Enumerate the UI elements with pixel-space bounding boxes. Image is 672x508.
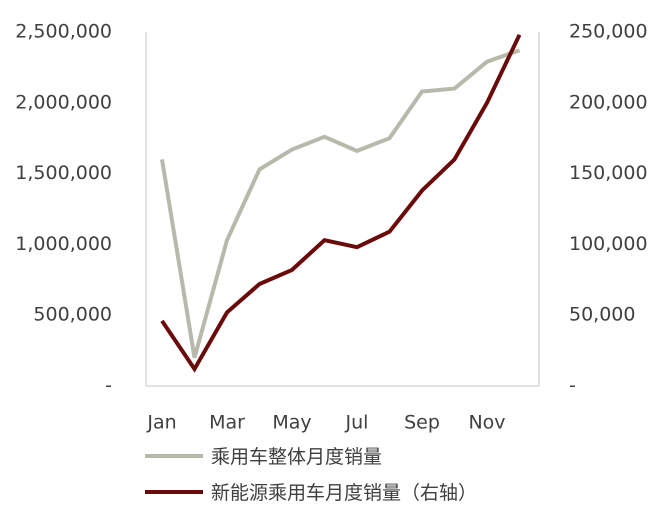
right-tick-label: - bbox=[569, 375, 576, 397]
legend-label-total: 乘用车整体月度销量 bbox=[211, 446, 383, 468]
right-axis-ticks: - 50,000 100,000 150,000 200,000 250,000 bbox=[569, 21, 648, 397]
legend-item-nev: 新能源乘用车月度销量（右轴） bbox=[145, 478, 477, 505]
legend-item-total: 乘用车整体月度销量 bbox=[145, 442, 382, 469]
series-line-total bbox=[160, 48, 521, 359]
right-tick-label: 150,000 bbox=[569, 162, 648, 184]
left-tick-label: 1,000,000 bbox=[15, 233, 112, 255]
x-tick-label: Jul bbox=[345, 412, 369, 434]
left-tick-label: - bbox=[105, 375, 112, 397]
line-chart: - 500,000 1,000,000 1,500,000 2,000,000 2,500… bbox=[15, 21, 648, 434]
right-tick-label: 50,000 bbox=[569, 304, 635, 326]
left-tick-label: 1,500,000 bbox=[15, 162, 112, 184]
right-tick-label: 250,000 bbox=[569, 21, 648, 43]
x-axis-ticks: Jan Mar May Jul Sep Nov bbox=[146, 412, 505, 434]
legend-swatch-nev bbox=[145, 489, 203, 494]
x-tick-label: May bbox=[272, 412, 311, 434]
right-tick-label: 100,000 bbox=[569, 233, 648, 255]
left-tick-label: 2,000,000 bbox=[15, 91, 112, 113]
legend-label-nev: 新能源乘用车月度销量（右轴） bbox=[211, 482, 478, 504]
x-tick-label: Sep bbox=[404, 412, 440, 434]
left-tick-label: 2,500,000 bbox=[15, 21, 112, 43]
x-tick-label: Nov bbox=[468, 412, 505, 434]
legend-swatch-total bbox=[145, 453, 203, 458]
left-axis-ticks: - 500,000 1,000,000 1,500,000 2,000,000 2,500… bbox=[15, 21, 112, 397]
right-tick-label: 200,000 bbox=[569, 91, 648, 113]
series-lines bbox=[160, 33, 522, 373]
x-tick-label: Mar bbox=[209, 412, 245, 434]
left-tick-label: 500,000 bbox=[33, 304, 112, 326]
series-line-nev bbox=[160, 33, 522, 373]
x-tick-label: Jan bbox=[146, 412, 176, 434]
